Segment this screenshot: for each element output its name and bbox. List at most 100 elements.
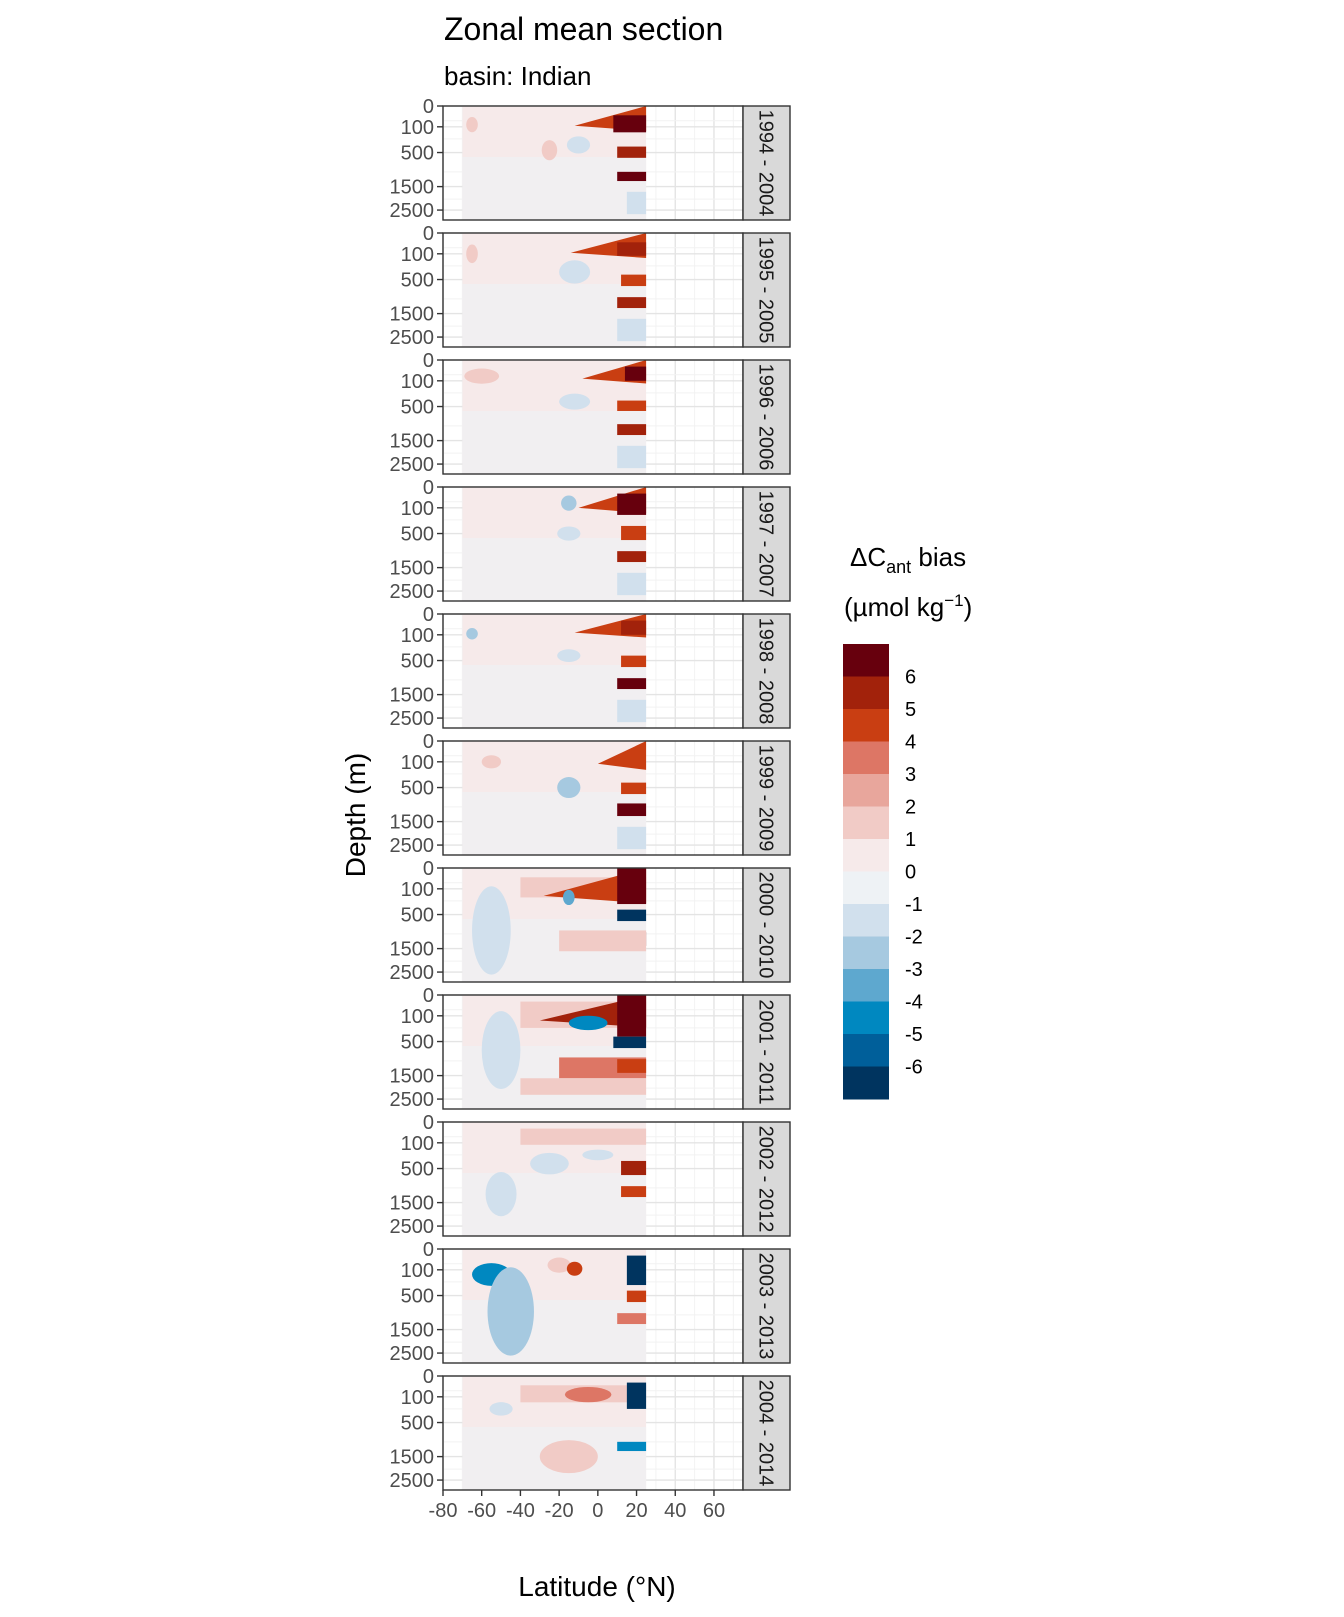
- bias-cell: [621, 274, 647, 287]
- facet-strip: [742, 359, 791, 475]
- y-tick-label: 0: [423, 350, 434, 372]
- legend-unit-close: ): [964, 592, 973, 622]
- legend-bin: [843, 774, 889, 807]
- y-tick-label: 2500: [390, 708, 435, 730]
- y-tick-label: 500: [401, 1413, 434, 1435]
- bias-cell: [617, 318, 647, 342]
- bias-cell: [564, 1386, 612, 1403]
- x-tick-label: 60: [703, 1500, 725, 1522]
- y-tick-label: 500: [401, 1159, 434, 1181]
- legend-bin: [843, 1034, 889, 1067]
- y-tick-label: 1500: [390, 939, 435, 961]
- y-tick-label: 1500: [390, 1320, 435, 1342]
- bias-cell: [489, 1402, 513, 1416]
- y-tick-label: 500: [401, 1032, 434, 1054]
- bias-cell: [617, 146, 647, 158]
- legend-title-rest: bias: [911, 542, 966, 572]
- y-tick-label: 100: [401, 1387, 434, 1409]
- y-tick-label: 0: [423, 604, 434, 626]
- bias-cell: [621, 620, 647, 635]
- bias-field: [462, 1249, 647, 1363]
- y-tick-label: 0: [423, 985, 434, 1007]
- legend-title-main: ΔC: [850, 542, 886, 572]
- x-tick-label: 0: [592, 1500, 603, 1522]
- y-tick-label: 100: [401, 879, 434, 901]
- bias-cell: [617, 699, 647, 723]
- x-axis-label: Latitude (°N): [518, 1571, 676, 1602]
- bias-cell: [621, 525, 647, 541]
- legend-bin: [843, 644, 889, 677]
- legend-unit-sup: −1: [944, 591, 963, 610]
- facet-strip: [742, 1121, 791, 1237]
- legend-title-sub: ant: [886, 557, 911, 577]
- bias-cell: [557, 649, 581, 662]
- legend-tick-label: -6: [905, 1057, 923, 1079]
- bias-cell: [481, 1011, 521, 1090]
- bias-cell: [466, 244, 478, 264]
- bias-cell: [557, 526, 581, 541]
- bias-cell: [563, 889, 575, 906]
- y-tick-label: 100: [401, 244, 434, 266]
- y-tick-label: 2500: [390, 200, 435, 222]
- bias-cell: [617, 803, 647, 817]
- bias-field: [462, 741, 647, 855]
- legend-unit: (µmol kg−1): [844, 591, 972, 622]
- y-tick-label: 100: [401, 1260, 434, 1282]
- y-tick-label: 500: [401, 1286, 434, 1308]
- facet-strip-label: 2004 - 2014: [755, 1380, 777, 1487]
- y-tick-label: 500: [401, 651, 434, 673]
- bias-cell: [621, 655, 647, 668]
- y-tick-label: 500: [401, 143, 434, 165]
- legend-tick-label: 5: [905, 699, 916, 721]
- legend-tick-label: -2: [905, 927, 923, 949]
- bias-cell: [568, 1015, 608, 1031]
- legend-tick-label: -3: [905, 959, 923, 981]
- bias-background: [462, 791, 647, 855]
- bias-cell: [626, 191, 647, 215]
- legend: ΔCant bias (µmol kg−1) 6 5 4 3 2 1 0 -1 -2 -3 -4 -5…: [843, 542, 972, 1100]
- bias-field: [462, 360, 647, 474]
- bias-cell: [626, 1382, 647, 1409]
- legend-bin: [843, 1001, 889, 1035]
- x-tick-label: -80: [429, 1500, 458, 1522]
- y-tick-label: 1500: [390, 1193, 435, 1215]
- y-tick-label: 500: [401, 397, 434, 419]
- bias-cell: [617, 171, 647, 182]
- bias-cell: [617, 909, 647, 922]
- legend-bin: [843, 969, 889, 1002]
- bias-cell: [464, 368, 500, 384]
- bias-cell: [621, 1186, 647, 1198]
- legend-bin: [843, 806, 889, 840]
- y-tick-label: 2500: [390, 1216, 435, 1238]
- y-tick-label: 100: [401, 498, 434, 520]
- bias-cell: [582, 1149, 614, 1161]
- bias-cell: [559, 930, 647, 952]
- facet-strip-label: 1996 - 2006: [755, 364, 777, 471]
- legend-unit-open: (µmol kg: [844, 592, 944, 622]
- bias-cell: [617, 678, 647, 690]
- bias-cell: [557, 777, 581, 799]
- legend-tick-label: 1: [905, 829, 916, 851]
- y-tick-label: 100: [401, 625, 434, 647]
- facet-strip: [742, 105, 791, 221]
- legend-bin: [843, 839, 889, 872]
- bias-cell: [559, 260, 591, 284]
- y-tick-label: 500: [401, 778, 434, 800]
- y-tick-label: 0: [423, 96, 434, 118]
- legend-bin: [843, 676, 889, 710]
- bias-field: [462, 233, 647, 347]
- y-tick-label: 1500: [390, 558, 435, 580]
- facet-strip-label: 2000 - 2010: [755, 872, 777, 979]
- bias-background: [462, 156, 647, 220]
- facet-strip: [742, 740, 791, 856]
- y-tick-label: 1500: [390, 1066, 435, 1088]
- legend-bin: [843, 709, 889, 742]
- bias-cell: [485, 1172, 517, 1217]
